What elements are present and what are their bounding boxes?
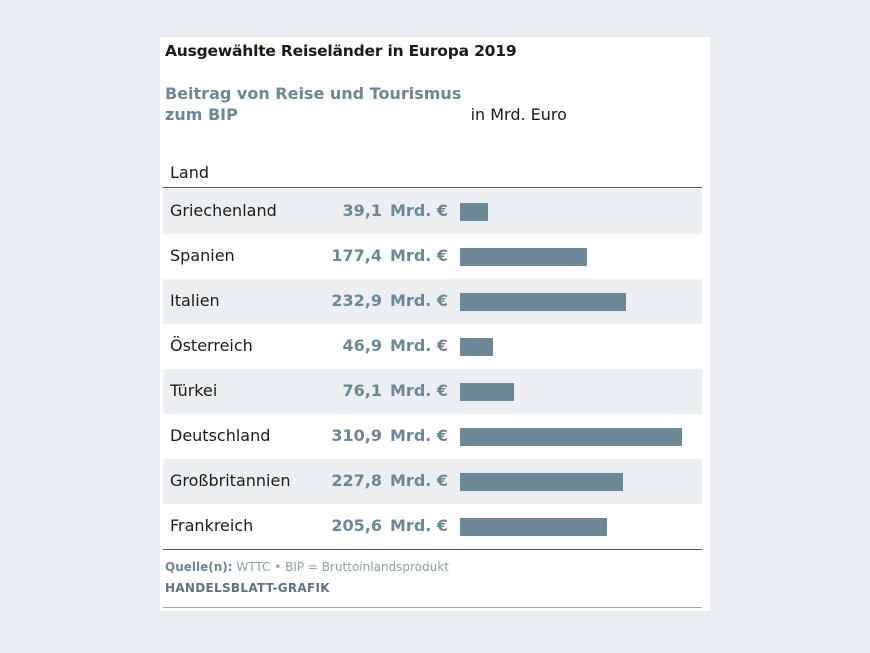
country-label: Türkei xyxy=(170,381,218,400)
country-label: Italien xyxy=(170,291,220,310)
table-row: Spanien 177,4 Mrd. € xyxy=(163,234,702,279)
country-label: Österreich xyxy=(170,336,253,355)
subtitle-highlight: Beitrag von Reise und Tourismus zum BIP xyxy=(165,84,462,124)
subtitle-unit: in Mrd. Euro xyxy=(470,105,567,124)
bar xyxy=(460,428,682,446)
table-row: Deutschland 310,9 Mrd. € xyxy=(163,414,702,459)
bar xyxy=(460,473,623,491)
country-label: Großbritannien xyxy=(170,471,291,490)
table-row: Großbritannien 227,8 Mrd. € xyxy=(163,459,702,504)
table-row: Türkei 76,1 Mrd. € xyxy=(163,369,702,414)
unit-label: Mrd. € xyxy=(390,471,449,490)
value-label: 205,6 xyxy=(331,516,382,535)
header-divider xyxy=(163,187,702,188)
bottom-divider xyxy=(163,607,702,608)
country-label: Spanien xyxy=(170,246,235,265)
bar xyxy=(460,248,587,266)
column-header-land: Land xyxy=(170,163,210,182)
country-label: Frankreich xyxy=(170,516,254,535)
chart-rows: Griechenland 39,1 Mrd. € Spanien 177,4 Mrd. €… xyxy=(163,189,702,549)
footer-divider xyxy=(163,549,702,550)
value-label: 76,1 xyxy=(342,381,382,400)
bar xyxy=(460,203,488,221)
value-label: 177,4 xyxy=(331,246,382,265)
unit-label: Mrd. € xyxy=(390,336,449,355)
country-label: Griechenland xyxy=(170,201,277,220)
chart-card: Ausgewählte Reiseländer in Europa 2019 B… xyxy=(160,37,710,611)
source-text: WTTC • BIP = Bruttoinlandsprodukt xyxy=(236,560,449,574)
chart-title: Ausgewählte Reiseländer in Europa 2019 xyxy=(165,42,517,60)
unit-label: Mrd. € xyxy=(390,291,449,310)
credit: HANDELSBLATT-GRAFIK xyxy=(165,581,330,595)
bar xyxy=(460,383,515,401)
table-row: Frankreich 205,6 Mrd. € xyxy=(163,504,702,549)
value-label: 310,9 xyxy=(331,426,382,445)
unit-label: Mrd. € xyxy=(390,516,449,535)
unit-label: Mrd. € xyxy=(390,246,449,265)
table-row: Österreich 46,9 Mrd. € xyxy=(163,324,702,369)
bar xyxy=(460,518,607,536)
value-label: 232,9 xyxy=(331,291,382,310)
unit-label: Mrd. € xyxy=(390,381,449,400)
chart-subtitle: Beitrag von Reise und Tourismus zum BIP … xyxy=(165,83,567,125)
table-row: Griechenland 39,1 Mrd. € xyxy=(163,189,702,234)
country-label: Deutschland xyxy=(170,426,271,445)
source-label: Quelle(n): xyxy=(165,560,233,574)
table-row: Italien 232,9 Mrd. € xyxy=(163,279,702,324)
bar xyxy=(460,338,494,356)
unit-label: Mrd. € xyxy=(390,201,449,220)
source-note: Quelle(n): WTTC • BIP = Bruttoinlandspro… xyxy=(165,560,449,574)
unit-label: Mrd. € xyxy=(390,426,449,445)
value-label: 46,9 xyxy=(342,336,382,355)
bar xyxy=(460,293,627,311)
value-label: 227,8 xyxy=(331,471,382,490)
value-label: 39,1 xyxy=(342,201,382,220)
